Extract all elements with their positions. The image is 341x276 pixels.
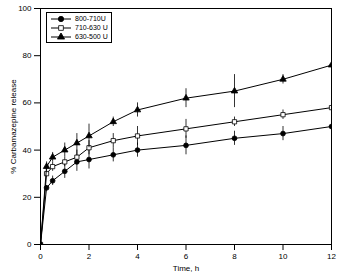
svg-text:Time, h: Time, h bbox=[173, 264, 199, 273]
svg-text:10: 10 bbox=[279, 252, 288, 261]
svg-text:80: 80 bbox=[23, 51, 32, 60]
svg-text:12: 12 bbox=[327, 252, 336, 261]
svg-text:2: 2 bbox=[87, 252, 92, 261]
html-text:710-630 U: 710-630 U bbox=[75, 24, 108, 31]
html-text:630-500 U: 630-500 U bbox=[75, 33, 108, 40]
svg-text:60: 60 bbox=[23, 98, 32, 107]
svg-text:8: 8 bbox=[232, 252, 237, 261]
svg-text:40: 40 bbox=[23, 146, 32, 155]
svg-text:4: 4 bbox=[135, 252, 140, 261]
svg-text:% Carbamazepine release: % Carbamazepine release bbox=[9, 79, 18, 174]
svg-text:20: 20 bbox=[23, 193, 32, 202]
svg-text:6: 6 bbox=[184, 252, 189, 261]
svg-text:0: 0 bbox=[27, 240, 32, 249]
svg-text:0: 0 bbox=[38, 252, 43, 261]
html-text:800-710U: 800-710U bbox=[75, 15, 106, 22]
svg-text:100: 100 bbox=[18, 4, 32, 13]
